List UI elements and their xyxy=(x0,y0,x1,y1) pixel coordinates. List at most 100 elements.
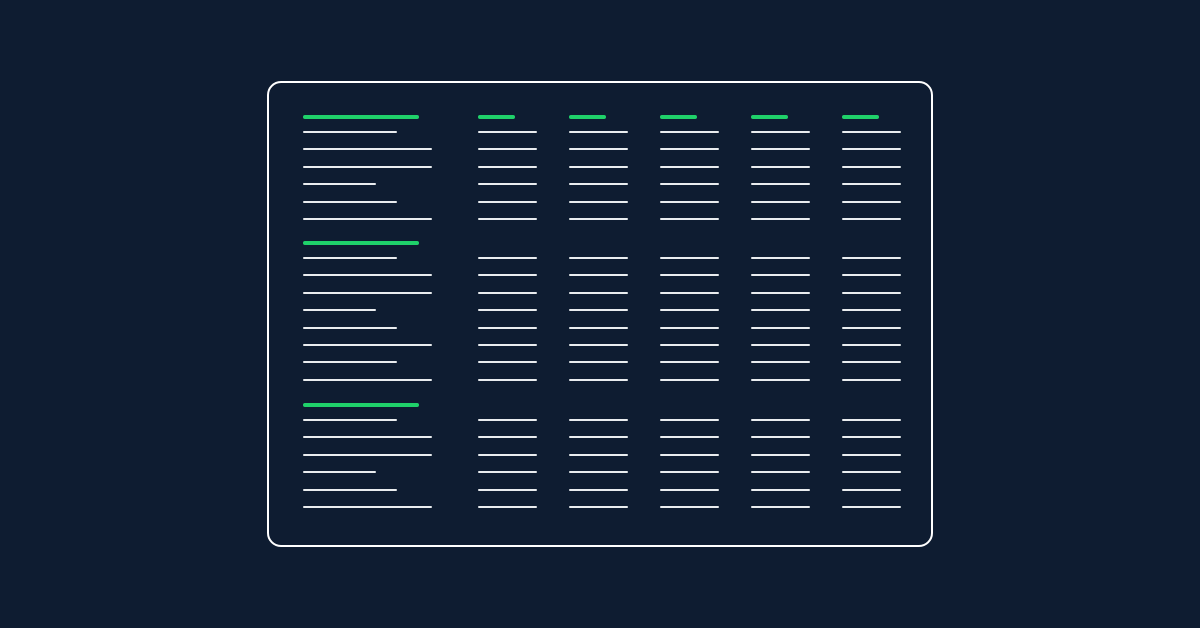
row-value-line xyxy=(751,257,810,259)
row-value-line xyxy=(478,506,537,508)
row-value-line xyxy=(842,274,901,277)
row-label-line xyxy=(303,506,432,508)
row-value-line xyxy=(660,453,719,456)
row-value-line xyxy=(751,436,810,439)
row-value-line xyxy=(569,344,628,346)
row-value-line xyxy=(569,218,628,220)
row-value-line xyxy=(569,361,628,364)
row-label-line xyxy=(303,326,397,329)
column-header-bar xyxy=(478,114,515,119)
row-value-line xyxy=(478,471,537,474)
row-value-line xyxy=(569,471,628,474)
row-value-line xyxy=(842,309,901,312)
row-label-line xyxy=(303,378,432,381)
row-value-line xyxy=(751,309,810,312)
row-value-line xyxy=(751,183,810,186)
row-label-line xyxy=(303,361,397,364)
row-value-line xyxy=(751,200,810,203)
row-value-line xyxy=(660,274,719,277)
row-value-line xyxy=(660,257,719,259)
row-value-line xyxy=(660,419,719,421)
row-value-line xyxy=(660,200,719,203)
row-value-line xyxy=(751,453,810,456)
row-value-line xyxy=(751,274,810,277)
row-value-line xyxy=(751,361,810,364)
row-value-line xyxy=(478,274,537,277)
row-value-line xyxy=(751,218,810,220)
row-value-line xyxy=(478,326,537,329)
row-label-line xyxy=(303,183,376,186)
row-value-line xyxy=(751,488,810,491)
row-value-line xyxy=(478,218,537,220)
row-value-line xyxy=(751,326,810,329)
row-value-line xyxy=(569,453,628,456)
row-value-line xyxy=(478,165,537,168)
row-value-line xyxy=(842,361,901,364)
section-header-bar xyxy=(303,402,419,407)
row-value-line xyxy=(569,488,628,491)
row-label-line xyxy=(303,165,432,168)
row-value-line xyxy=(842,165,901,168)
row-value-line xyxy=(842,488,901,491)
column-header-bar xyxy=(569,114,606,119)
row-value-line xyxy=(751,419,810,421)
row-value-line xyxy=(569,506,628,508)
row-value-line xyxy=(660,344,719,346)
row-label-line xyxy=(303,291,432,294)
row-value-line xyxy=(569,257,628,259)
row-value-line xyxy=(569,436,628,439)
row-value-line xyxy=(478,419,537,421)
row-value-line xyxy=(842,344,901,346)
row-value-line xyxy=(660,165,719,168)
row-value-line xyxy=(478,148,537,151)
row-value-line xyxy=(842,257,901,259)
row-value-line xyxy=(842,148,901,151)
row-value-line xyxy=(569,326,628,329)
row-value-line xyxy=(478,344,537,346)
row-value-line xyxy=(751,471,810,474)
row-label-line xyxy=(303,344,432,346)
row-value-line xyxy=(569,309,628,312)
row-value-line xyxy=(478,257,537,259)
row-label-line xyxy=(303,488,397,491)
row-value-line xyxy=(660,436,719,439)
section-header-bar xyxy=(303,114,419,119)
row-value-line xyxy=(660,183,719,186)
row-value-line xyxy=(751,131,810,133)
row-value-line xyxy=(569,200,628,203)
row-value-line xyxy=(569,165,628,168)
row-label-line xyxy=(303,436,432,439)
row-value-line xyxy=(660,488,719,491)
row-value-line xyxy=(660,361,719,364)
row-label-line xyxy=(303,148,432,151)
row-value-line xyxy=(478,291,537,294)
row-value-line xyxy=(478,309,537,312)
row-value-line xyxy=(660,471,719,474)
row-value-line xyxy=(842,326,901,329)
row-label-line xyxy=(303,131,397,133)
row-value-line xyxy=(569,378,628,381)
row-value-line xyxy=(478,361,537,364)
column-header-bar xyxy=(660,114,697,119)
row-value-line xyxy=(751,378,810,381)
row-value-line xyxy=(478,378,537,381)
row-value-line xyxy=(660,218,719,220)
row-value-line xyxy=(660,291,719,294)
row-value-line xyxy=(842,291,901,294)
row-value-line xyxy=(842,419,901,421)
row-label-line xyxy=(303,453,432,456)
row-value-line xyxy=(842,218,901,220)
row-value-line xyxy=(660,326,719,329)
row-value-line xyxy=(751,165,810,168)
row-value-line xyxy=(660,378,719,381)
row-value-line xyxy=(842,200,901,203)
row-label-line xyxy=(303,274,432,277)
row-value-line xyxy=(842,131,901,133)
row-value-line xyxy=(569,183,628,186)
row-value-line xyxy=(478,436,537,439)
row-value-line xyxy=(751,148,810,151)
table-card xyxy=(267,81,933,547)
row-value-line xyxy=(751,506,810,508)
row-value-line xyxy=(842,506,901,508)
row-value-line xyxy=(842,436,901,439)
